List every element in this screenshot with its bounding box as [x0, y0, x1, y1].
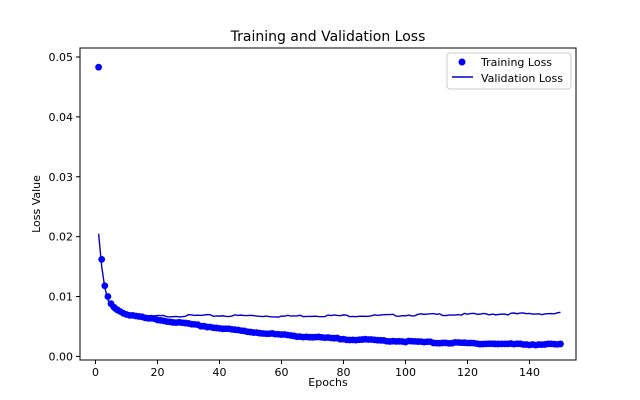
y-tick-label: 0.04 — [49, 111, 74, 124]
y-tick-label: 0.01 — [49, 291, 74, 304]
y-axis-ticks: 0.00 0.01 0.02 0.03 0.04 0.05 — [49, 51, 80, 363]
chart-title: Training and Validation Loss — [230, 29, 426, 45]
legend: Training Loss Validation Loss — [446, 52, 572, 90]
y-tick-label: 0.05 — [49, 51, 74, 64]
y-axis-label: Loss Value — [30, 175, 43, 233]
x-tick-label: 80 — [337, 366, 351, 379]
y-tick-label: 0.00 — [49, 350, 74, 363]
plot-frame — [79, 47, 577, 361]
validation-loss-line — [97, 233, 561, 318]
x-axis-label: Epochs — [308, 376, 348, 389]
x-tick-label: 120 — [457, 366, 478, 379]
legend-training-label: Training Loss — [480, 56, 552, 69]
legend-training-marker — [458, 58, 466, 66]
training-loss-point — [101, 282, 109, 290]
x-tick-label: 40 — [213, 366, 227, 379]
x-axis-ticks: 0 20 40 60 80 100 120 140 — [92, 360, 540, 379]
x-tick-label: 20 — [151, 366, 165, 379]
training-loss-point — [95, 63, 102, 71]
x-tick-label: 0 — [92, 366, 99, 379]
x-tick-label: 100 — [395, 366, 416, 379]
y-tick-label: 0.03 — [49, 171, 74, 184]
legend-validation-label: Validation Loss — [481, 72, 563, 85]
x-tick-label: 140 — [519, 366, 540, 379]
y-tick-label: 0.02 — [49, 231, 74, 244]
x-tick-label: 60 — [275, 366, 289, 379]
training-loss-point — [98, 255, 106, 263]
training-loss-point — [557, 340, 564, 348]
training-loss-point — [104, 293, 112, 300]
legend-frame — [446, 52, 572, 90]
